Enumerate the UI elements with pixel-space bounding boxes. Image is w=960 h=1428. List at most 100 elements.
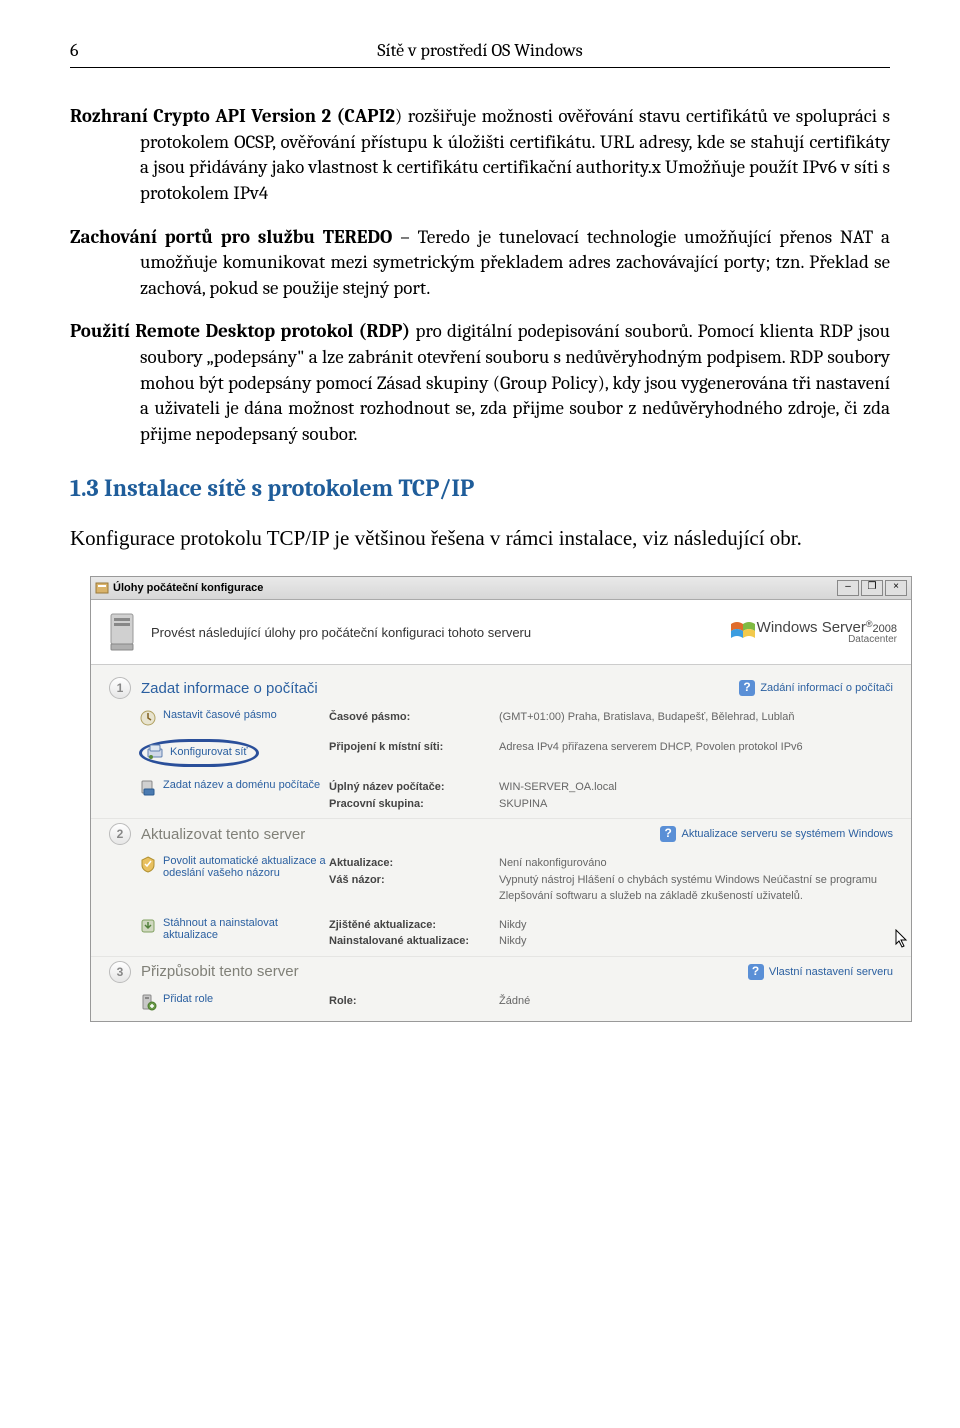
task-icon — [139, 855, 157, 873]
window-titlebar[interactable]: Úlohy počáteční konfigurace – ❐ × — [91, 577, 911, 600]
task-value: Nikdy — [499, 917, 893, 934]
task-row: Povolit automatické aktualizace a odeslá… — [91, 849, 911, 911]
section-header: 3 Přizpůsobit tento server Vlastní nastave… — [91, 956, 911, 987]
section-header: 2 Aktualizovat tento server Aktualizace se… — [91, 818, 911, 849]
task-values: Žádné — [499, 993, 893, 1010]
step-number-badge: 2 — [109, 823, 131, 845]
task-labels: Zjištěné aktualizace:Nainstalované aktua… — [329, 917, 499, 950]
task-label: Aktualizace: — [329, 855, 499, 872]
task-label: Nainstalované aktualizace: — [329, 933, 499, 950]
help-icon — [748, 964, 764, 980]
server-icon — [105, 612, 139, 652]
task-link-cell: Přidat role — [139, 993, 329, 1011]
header-rule — [70, 67, 890, 68]
window-title: Úlohy počáteční konfigurace — [113, 582, 263, 594]
task-value: (GMT+01:00) Praha, Bratislava, Budapešť,… — [499, 709, 893, 726]
task-labels: Připojení k místní síti: — [329, 739, 499, 756]
banner-text: Provést následující úlohy pro počáteční … — [151, 625, 729, 640]
task-icon — [139, 779, 157, 797]
help-link[interactable]: Zadání informací o počítači — [739, 680, 893, 696]
help-icon — [660, 826, 676, 842]
task-values: NikdyNikdy — [499, 917, 893, 950]
task-value: SKUPINA — [499, 796, 893, 813]
task-labels: Aktualizace:Váš názor: — [329, 855, 499, 888]
task-link-cell: Povolit automatické aktualizace a odeslá… — [139, 855, 329, 879]
task-values: WIN-SERVER_OA.localSKUPINA — [499, 779, 893, 812]
intro-paragraph: Konfigurace protokolu TCP/IP je většinou… — [70, 524, 890, 552]
task-link[interactable]: Nastavit časové pásmo — [163, 709, 277, 721]
task-icon — [139, 917, 157, 935]
paragraph-capi2: Rozhraní Crypto API Version 2 (CAPI2) ro… — [70, 104, 890, 207]
task-label: Role: — [329, 993, 499, 1010]
document-page: 6 Sítě v prostředí OS Windows Rozhraní C… — [0, 0, 960, 1052]
task-label: Úplný název počítače: — [329, 779, 499, 796]
task-values: (GMT+01:00) Praha, Bratislava, Budapešť,… — [499, 709, 893, 726]
help-icon — [739, 680, 755, 696]
help-link[interactable]: Aktualizace serveru se systémem Windows — [660, 826, 893, 842]
task-label: Zjištěné aktualizace: — [329, 917, 499, 934]
task-icon — [139, 709, 157, 727]
task-value: Vypnutý nástroj Hlášení o chybách systém… — [499, 872, 893, 905]
task-label: Váš názor: — [329, 872, 499, 889]
task-link[interactable]: Přidat role — [163, 993, 213, 1005]
windows-brand: Windows Server®2008 Datacenter — [729, 618, 897, 646]
help-link-text: Zadání informací o počítači — [760, 682, 893, 694]
page-header-title: Sítě v prostředí OS Windows — [100, 40, 890, 61]
help-link-text: Aktualizace serveru se systémem Windows — [681, 828, 893, 840]
task-row: Nastavit časové pásmo Časové pásmo:(GMT+0… — [91, 703, 911, 733]
task-values: Adresa IPv4 přiřazena serverem DHCP, Pov… — [499, 739, 893, 756]
brand-text: Windows Server®2008 Datacenter — [757, 620, 897, 645]
help-link-text: Vlastní nastavení serveru — [769, 966, 893, 978]
task-link-cell: Konfigurovat síť — [139, 739, 329, 767]
help-link[interactable]: Vlastní nastavení serveru — [748, 964, 893, 980]
task-label: Připojení k místní síti: — [329, 739, 499, 756]
task-labels: Úplný název počítače:Pracovní skupina: — [329, 779, 499, 812]
window-app-icon — [95, 581, 109, 595]
task-label: Časové pásmo: — [329, 709, 499, 726]
section-title: Aktualizovat tento server — [141, 826, 660, 843]
para-lead: Použití Remote Desktop protokol (RDP) — [70, 320, 410, 342]
close-button[interactable]: × — [885, 580, 907, 596]
task-value: Žádné — [499, 993, 893, 1010]
highlight-circle: Konfigurovat síť — [139, 739, 259, 767]
task-value: Není nakonfigurováno — [499, 855, 893, 872]
tasks-panel: 1 Zadat informace o počítači Zadání inform… — [91, 665, 911, 1021]
task-labels: Časové pásmo: — [329, 709, 499, 726]
para-lead: Rozhraní Crypto API Version 2 (CAPI2 — [70, 105, 395, 127]
step-number-badge: 1 — [109, 677, 131, 699]
mouse-cursor-icon — [895, 929, 909, 949]
page-number: 6 — [70, 40, 100, 61]
paragraph-teredo: Zachování portů pro službu TEREDO – Tere… — [70, 225, 890, 302]
para-lead: Zachování portů pro službu TEREDO — [70, 226, 392, 248]
task-link[interactable]: Stáhnout a nainstalovat aktualizace — [163, 917, 329, 941]
screenshot-window: Úlohy počáteční konfigurace – ❐ × Provés… — [90, 576, 912, 1022]
paragraph-rdp: Použití Remote Desktop protokol (RDP) pr… — [70, 319, 890, 447]
task-label: Pracovní skupina: — [329, 796, 499, 813]
task-link-cell: Nastavit časové pásmo — [139, 709, 329, 727]
page-header: 6 Sítě v prostředí OS Windows — [70, 40, 890, 61]
task-link-cell: Stáhnout a nainstalovat aktualizace — [139, 917, 329, 941]
task-values: Není nakonfigurovánoVypnutý nástroj Hláš… — [499, 855, 893, 905]
task-value: Adresa IPv4 přiřazena serverem DHCP, Pov… — [499, 739, 893, 756]
task-icon — [146, 743, 164, 761]
section-heading-1-3: 1.3 Instalace sítě s protokolem TCP/IP — [70, 474, 890, 502]
task-link[interactable]: Zadat název a doménu počítače — [163, 779, 320, 791]
banner: Provést následující úlohy pro počáteční … — [91, 600, 911, 665]
maximize-button[interactable]: ❐ — [861, 580, 883, 596]
task-value: WIN-SERVER_OA.local — [499, 779, 893, 796]
task-row: Přidat role Role:Žádné — [91, 987, 911, 1017]
section-title: Přizpůsobit tento server — [141, 963, 748, 980]
task-row: Zadat název a doménu počítače Úplný název… — [91, 773, 911, 818]
task-link[interactable]: Konfigurovat síť — [170, 746, 248, 758]
section-header: 1 Zadat informace o počítači Zadání inform… — [91, 673, 911, 703]
task-labels: Role: — [329, 993, 499, 1010]
task-row: Konfigurovat síť Připojení k místní síti:… — [91, 733, 911, 773]
step-number-badge: 3 — [109, 961, 131, 983]
section-title: Zadat informace o počítači — [141, 680, 739, 697]
task-row: Stáhnout a nainstalovat aktualizaceZjišt… — [91, 911, 911, 956]
task-icon — [139, 993, 157, 1011]
minimize-button[interactable]: – — [837, 580, 859, 596]
task-value: Nikdy — [499, 933, 893, 950]
windows-logo-icon — [729, 618, 757, 646]
task-link[interactable]: Povolit automatické aktualizace a odeslá… — [163, 855, 329, 879]
